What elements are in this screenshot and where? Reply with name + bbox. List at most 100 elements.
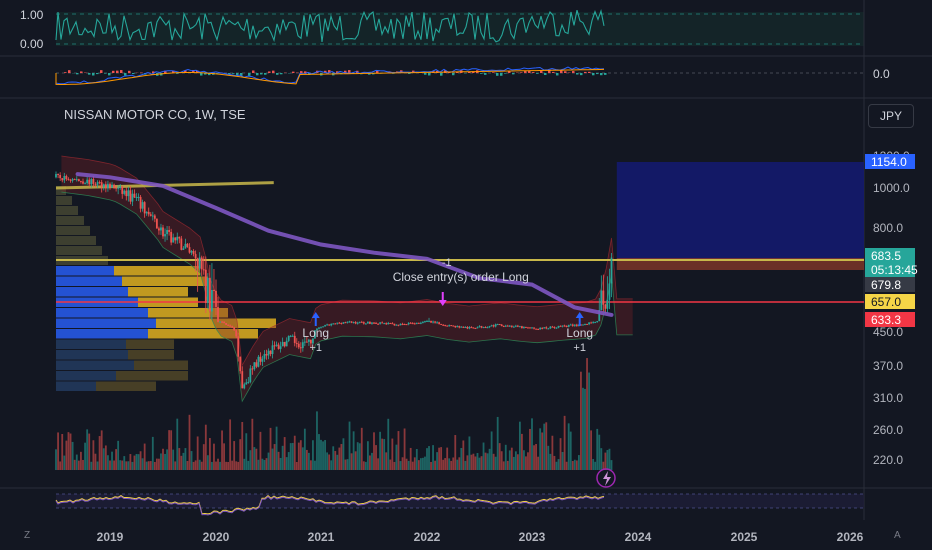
- candle-body: [194, 254, 197, 259]
- candle-body: [543, 327, 546, 329]
- volume-profile-down-bar: [128, 287, 188, 297]
- volume-bar: [411, 461, 414, 470]
- auto-scale-button[interactable]: A: [894, 530, 901, 541]
- candle-body: [291, 335, 294, 337]
- candle-body: [255, 362, 258, 367]
- candle-body: [563, 325, 566, 327]
- macd-histogram-bar: [204, 73, 207, 75]
- candle-body: [397, 324, 400, 326]
- macd-histogram-bar: [152, 71, 155, 73]
- lightning-icon[interactable]: [596, 468, 616, 488]
- macd-histogram-bar: [268, 71, 271, 73]
- macd-histogram-bar: [496, 73, 499, 76]
- candle-body: [446, 325, 449, 327]
- candle-body: [403, 324, 406, 326]
- volume-bar: [521, 433, 523, 470]
- candle-body: [117, 187, 120, 189]
- volume-bar: [127, 461, 130, 470]
- candle-body: [303, 341, 306, 343]
- macd-histogram-bar: [100, 70, 103, 73]
- candle-body: [245, 382, 248, 385]
- candle-body: [102, 184, 105, 188]
- candle-body: [541, 327, 544, 329]
- volume-bar: [434, 460, 436, 470]
- volume-bar: [190, 451, 193, 470]
- volume-bar: [496, 416, 499, 470]
- macd-histogram-bar: [576, 73, 579, 75]
- timezone-button[interactable]: Z: [24, 530, 31, 541]
- volume-bar: [413, 457, 416, 470]
- candle-body: [65, 175, 68, 179]
- candle-body: [383, 323, 386, 325]
- volume-bar: [61, 433, 64, 470]
- volume-bar: [426, 448, 428, 470]
- long-entry-arrow: [575, 312, 584, 326]
- volume-bar: [472, 453, 475, 470]
- volume-bar: [147, 461, 150, 470]
- volume-bar: [594, 461, 597, 470]
- long-entry-qty: +1: [309, 342, 322, 354]
- macd-histogram-bar: [560, 70, 563, 73]
- volume-bar: [178, 448, 181, 470]
- candle-body: [430, 320, 432, 323]
- volume-bar: [512, 456, 515, 470]
- candle-body: [502, 326, 505, 328]
- candle-body: [399, 323, 402, 326]
- volume-bar: [92, 440, 95, 470]
- volume-bar: [143, 443, 146, 470]
- candle-body: [405, 324, 408, 326]
- volume-bar: [553, 455, 556, 470]
- candle-body: [364, 323, 367, 325]
- volume-bar: [330, 460, 333, 470]
- volume-bar: [186, 461, 189, 470]
- volume-bar: [204, 424, 207, 470]
- candle-body: [498, 324, 501, 326]
- volume-bar: [490, 431, 493, 470]
- volume-bar: [67, 432, 70, 470]
- volume-bar: [281, 445, 284, 470]
- volume-profile-up-bar: [56, 308, 148, 318]
- candle-body: [371, 322, 373, 324]
- candle-body: [606, 299, 609, 309]
- candle-body: [600, 290, 603, 310]
- candle-body: [241, 371, 244, 389]
- volume-bar: [73, 459, 76, 470]
- candle-body: [59, 175, 62, 179]
- price-tag-label: 683.5: [871, 249, 901, 263]
- oscillator-3-signal: [55, 496, 605, 516]
- candle-body: [555, 327, 558, 329]
- candle-body: [273, 345, 276, 347]
- volume-bar: [221, 430, 223, 470]
- candle-body: [586, 323, 588, 325]
- candle-body: [348, 321, 351, 323]
- x-tick-label: 2024: [625, 530, 652, 544]
- candle-body: [551, 326, 554, 328]
- candle-body: [204, 269, 207, 303]
- candle-body: [231, 326, 234, 328]
- volume-profile-down-bar: [134, 360, 188, 370]
- candle-body: [488, 326, 491, 328]
- price-tag: [865, 262, 915, 277]
- volume-bar: [452, 457, 455, 470]
- candle-body: [190, 250, 193, 253]
- volume-bar: [436, 452, 438, 470]
- volume-bar: [162, 448, 164, 470]
- volume-bar: [125, 461, 128, 470]
- candle-body: [176, 236, 179, 241]
- candle-body: [271, 345, 274, 355]
- candle-body: [598, 309, 601, 322]
- x-tick-label: 2019: [97, 530, 124, 544]
- volume-bar: [561, 451, 564, 470]
- candle-body: [88, 179, 91, 185]
- volume-bar: [194, 460, 197, 470]
- candle-body: [247, 381, 250, 383]
- currency-selector[interactable]: JPY: [868, 104, 914, 128]
- volume-bar: [241, 421, 244, 470]
- macd-histogram-bar: [256, 73, 259, 76]
- macd-histogram-bar: [96, 73, 99, 75]
- candle-body: [518, 326, 521, 328]
- macd-histogram-bar: [228, 73, 231, 75]
- macd-histogram-bar: [468, 71, 471, 73]
- volume-bar: [600, 448, 603, 470]
